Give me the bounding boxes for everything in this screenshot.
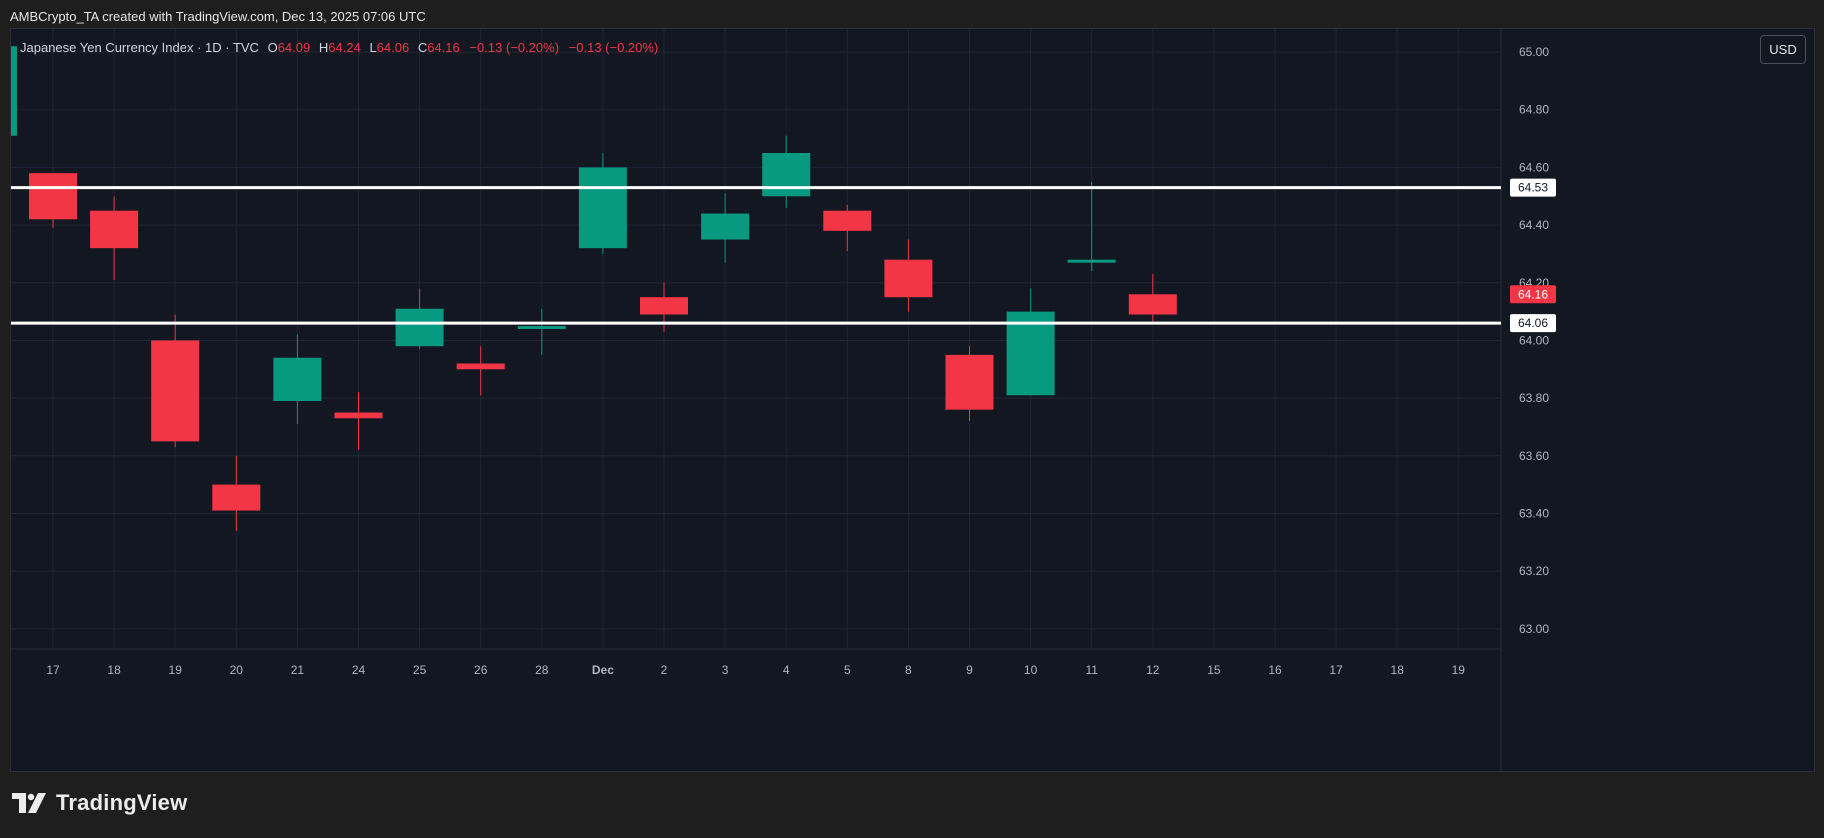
tradingview-brand[interactable]: TradingView (12, 790, 187, 816)
x-tick-label: 2 (661, 663, 668, 677)
candle-body (1128, 294, 1177, 315)
high-value: 64.24 (328, 40, 361, 55)
candle-body (273, 357, 322, 401)
candle-body (945, 354, 994, 410)
x-tick-label: 18 (1391, 663, 1405, 677)
x-tick-label: 21 (291, 663, 305, 677)
y-tick-label: 63.00 (1519, 622, 1549, 636)
last-price-label: 64.16 (1518, 287, 1548, 301)
x-tick-label: 19 (169, 663, 183, 677)
candle-body (11, 46, 17, 136)
high-key: H (318, 40, 329, 55)
x-tick-label: 17 (46, 663, 60, 677)
x-tick-label: 15 (1207, 663, 1221, 677)
candle-body (151, 340, 200, 442)
y-tick-label: 64.00 (1519, 333, 1549, 347)
symbol-name[interactable]: Japanese Yen Currency Index · 1D · TVC (20, 40, 259, 55)
x-tick-label: 28 (535, 663, 549, 677)
chart-header-text: AMBCrypto_TA created with TradingView.co… (10, 9, 426, 24)
x-tick-label: 3 (722, 663, 729, 677)
y-tick-label: 63.80 (1519, 391, 1549, 405)
candle-body (212, 484, 261, 511)
level-price-label: 64.06 (1518, 316, 1548, 330)
low-key: L (369, 40, 377, 55)
close-value: 64.16 (427, 40, 460, 55)
candle-body (517, 326, 566, 330)
x-tick-label: 16 (1268, 663, 1282, 677)
x-tick-label: 8 (905, 663, 912, 677)
last-price-tag (1510, 285, 1556, 304)
x-tick-label: 12 (1146, 663, 1160, 677)
y-tick-label: 63.60 (1519, 449, 1549, 463)
tradingview-logo-icon (12, 793, 46, 813)
candle-body (395, 308, 444, 347)
currency-button[interactable]: USD (1760, 35, 1806, 64)
candle-body (640, 297, 688, 315)
candle-body (762, 153, 811, 197)
candle-body (823, 210, 872, 231)
x-tick-label: 20 (230, 663, 244, 677)
x-tick-label: 19 (1452, 663, 1466, 677)
candle-body (29, 173, 77, 220)
candle-body (701, 213, 750, 240)
low-value: 64.06 (376, 40, 410, 55)
candle-body (578, 167, 627, 249)
x-tick-label: 26 (474, 663, 488, 677)
candle-body (1067, 259, 1116, 263)
candle-body (1006, 311, 1055, 396)
open-value: 64.09 (277, 40, 311, 55)
candle-body (334, 412, 383, 419)
y-tick-label: 64.40 (1519, 218, 1549, 232)
x-tick-label: 10 (1024, 663, 1038, 677)
y-tick-label: 65.00 (1519, 45, 1549, 59)
chart-frame[interactable]: 65.00 64.80 64.60 64.40 64.20 64.00 63.80 63.60… (10, 28, 1815, 772)
close-key: C (417, 40, 428, 55)
y-tick-label: 63.40 (1519, 506, 1549, 520)
x-tick-label: Dec (592, 663, 614, 677)
y-tick-label: 63.20 (1519, 564, 1549, 578)
open-key: O (267, 40, 278, 55)
x-tick-label: 24 (352, 663, 366, 677)
level-price-tag (1510, 314, 1556, 333)
change-value: −0.13 (−0.20%) (469, 40, 560, 55)
brand-name: TradingView (56, 790, 188, 815)
x-tick-label: 18 (107, 663, 121, 677)
y-tick-label: 64.60 (1519, 160, 1549, 174)
candle-body (884, 259, 933, 298)
x-tick-label: 25 (413, 663, 427, 677)
candle-body (456, 363, 505, 370)
candlestick-chart[interactable]: 65.0064.8064.6064.4064.2064.0063.8063.60… (11, 29, 1814, 771)
x-tick-label: 17 (1329, 663, 1343, 677)
level-price-label: 64.53 (1518, 181, 1548, 195)
candle-body (90, 210, 139, 249)
x-tick-label: 5 (844, 663, 851, 677)
x-tick-label: 4 (783, 663, 790, 677)
symbol-legend: Japanese Yen Currency Index · 1D · TVC O… (20, 40, 658, 55)
x-tick-label: 11 (1085, 663, 1098, 677)
level-price-tag (1510, 178, 1556, 197)
x-tick-label: 9 (966, 663, 973, 677)
y-tick-label: 64.80 (1519, 103, 1549, 117)
change-value-secondary: −0.13 (−0.20%) (568, 40, 659, 55)
